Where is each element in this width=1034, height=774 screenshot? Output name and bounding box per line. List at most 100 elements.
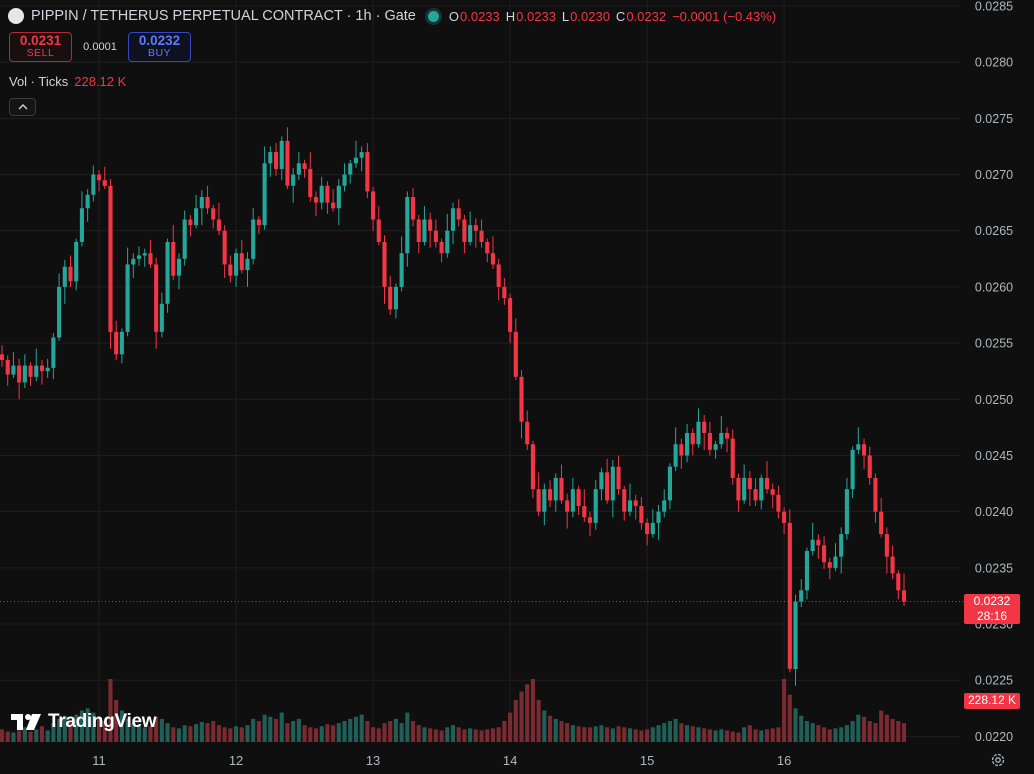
volume-bar bbox=[656, 725, 661, 742]
price-tick-label: 0.0255 bbox=[975, 337, 1013, 351]
candle-body bbox=[171, 241, 176, 276]
volume-bar bbox=[353, 716, 359, 742]
buy-button[interactable]: 0.0232 BUY bbox=[128, 32, 191, 62]
gear-icon[interactable] bbox=[989, 751, 1007, 769]
volume-bar bbox=[542, 710, 547, 742]
candle-body bbox=[696, 421, 701, 445]
candle-body bbox=[736, 477, 741, 501]
volume-bar bbox=[690, 726, 695, 742]
candle-body bbox=[764, 477, 770, 490]
candle-body bbox=[439, 241, 444, 254]
chevron-up-icon bbox=[18, 104, 27, 110]
symbol-title[interactable]: PIPPIN / TETHERUS PERPETUAL CONTRACT · 1… bbox=[31, 8, 416, 24]
volume-bar bbox=[753, 729, 758, 742]
volume-bar bbox=[627, 728, 633, 742]
volume-bar bbox=[182, 725, 187, 742]
price-tick-label: 0.0265 bbox=[975, 224, 1013, 238]
candle-body bbox=[650, 522, 655, 535]
candle-body bbox=[388, 286, 393, 310]
volume-bar bbox=[171, 727, 176, 742]
candle-body bbox=[234, 253, 239, 276]
bar-countdown: 28:16 bbox=[976, 608, 1008, 623]
volume-bar bbox=[673, 718, 678, 742]
volume-bar bbox=[308, 727, 313, 742]
volume-bar bbox=[576, 726, 581, 742]
candle-body bbox=[125, 264, 130, 332]
volume-bar bbox=[388, 721, 393, 742]
candle-body bbox=[262, 163, 267, 226]
price-axis[interactable]: 0.0285 0.0280 0.0275 0.0270 0.0265 0.0260 0.02… bbox=[975, 0, 1013, 744]
volume-bar bbox=[125, 718, 130, 742]
candle-body bbox=[342, 174, 347, 186]
volume-bar bbox=[359, 714, 364, 742]
candle-body bbox=[279, 140, 284, 169]
price-tick-label: 0.0225 bbox=[975, 674, 1013, 688]
volume-bar bbox=[570, 725, 575, 742]
candle-body bbox=[690, 432, 695, 445]
volume-bar bbox=[439, 730, 444, 742]
sell-label: SELL bbox=[26, 47, 55, 59]
candle-body bbox=[393, 286, 398, 310]
candle-body bbox=[251, 219, 256, 259]
candle-body bbox=[399, 253, 404, 287]
candle-body bbox=[724, 432, 730, 439]
volume-bar bbox=[273, 718, 279, 742]
candle-body bbox=[547, 489, 553, 501]
candle-body bbox=[861, 444, 867, 456]
candle-body bbox=[896, 573, 901, 591]
candle-body bbox=[473, 225, 478, 231]
volume-bar bbox=[536, 700, 541, 742]
volume-bar bbox=[559, 721, 564, 742]
candle-body bbox=[450, 208, 456, 231]
volume-bar bbox=[799, 715, 804, 742]
market-status-icon[interactable] bbox=[427, 10, 439, 22]
time-axis[interactable]: 11 12 13 14 15 16 bbox=[92, 753, 791, 768]
candle-body bbox=[587, 517, 593, 523]
volume-bar bbox=[205, 723, 210, 742]
volume-bar bbox=[730, 731, 735, 742]
sell-button[interactable]: 0.0231 SELL bbox=[9, 32, 72, 62]
volume-bar bbox=[856, 714, 861, 742]
volume-bar bbox=[285, 723, 290, 742]
volume-bar bbox=[719, 729, 724, 742]
volume-bar bbox=[57, 718, 62, 742]
candle-body bbox=[74, 241, 79, 282]
time-tick-label: 15 bbox=[640, 753, 654, 768]
volume-bar bbox=[45, 730, 50, 742]
tradingview-logo[interactable]: TradingView bbox=[10, 711, 157, 733]
ohlc-key: O bbox=[448, 8, 459, 24]
volume-bar bbox=[593, 726, 598, 742]
candle-body bbox=[673, 444, 678, 467]
volume-bar bbox=[473, 729, 478, 742]
candle-body bbox=[707, 432, 712, 450]
spread-value: 0.0001 bbox=[83, 41, 117, 53]
candle-body bbox=[787, 522, 792, 669]
volume-legend-label: Vol · Ticks bbox=[9, 74, 69, 89]
candle-body bbox=[599, 472, 604, 490]
candle-body bbox=[256, 219, 261, 226]
candle-body bbox=[0, 354, 5, 360]
volume-bar bbox=[74, 714, 79, 742]
candle-body bbox=[159, 303, 164, 332]
volume-bar bbox=[833, 728, 838, 742]
candle-body bbox=[513, 331, 518, 377]
candle-body bbox=[154, 264, 159, 332]
time-tick-label: 16 bbox=[777, 753, 791, 768]
candle-body bbox=[376, 219, 381, 242]
candle-body bbox=[296, 163, 301, 175]
candle-body bbox=[136, 255, 142, 259]
volume-legend[interactable]: Vol · Ticks 228.12 K bbox=[9, 74, 126, 89]
collapse-legend-button[interactable] bbox=[9, 98, 36, 116]
time-tick-label: 14 bbox=[503, 753, 517, 768]
candle-body bbox=[570, 489, 575, 512]
volume-bar bbox=[901, 723, 907, 742]
ohlc-value: 0.0233 bbox=[516, 8, 556, 24]
volume-bar bbox=[291, 721, 296, 742]
volume-bar bbox=[194, 724, 199, 742]
candle-body bbox=[536, 489, 541, 512]
volume-bar bbox=[85, 708, 90, 742]
volume-bar bbox=[382, 723, 387, 742]
candle-body bbox=[559, 477, 564, 501]
ohlc-value: 0.0233 bbox=[460, 8, 500, 24]
